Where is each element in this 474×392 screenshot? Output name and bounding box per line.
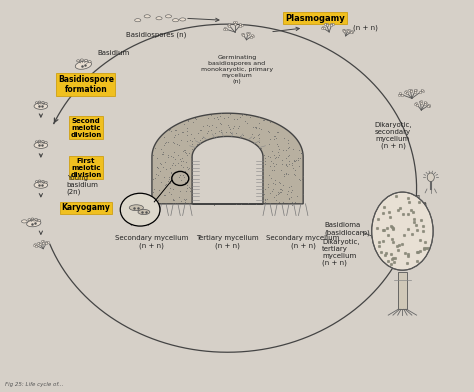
Ellipse shape <box>38 220 40 221</box>
Ellipse shape <box>77 60 80 62</box>
Ellipse shape <box>28 219 31 221</box>
Text: Dikaryotic,
tertiary
mycelium
(n + n): Dikaryotic, tertiary mycelium (n + n) <box>322 239 360 267</box>
Ellipse shape <box>173 19 179 22</box>
Text: Secondary mycelium
(n + n): Secondary mycelium (n + n) <box>115 235 189 249</box>
Ellipse shape <box>45 181 47 183</box>
Ellipse shape <box>138 209 150 214</box>
Ellipse shape <box>75 61 91 69</box>
Ellipse shape <box>129 205 144 211</box>
Text: Basidium: Basidium <box>98 50 130 56</box>
Ellipse shape <box>42 140 44 142</box>
Text: Plasmogamy: Plasmogamy <box>285 14 345 23</box>
Ellipse shape <box>35 218 37 220</box>
Ellipse shape <box>42 102 44 103</box>
Ellipse shape <box>21 220 27 223</box>
Ellipse shape <box>36 102 38 103</box>
Ellipse shape <box>88 61 91 63</box>
Ellipse shape <box>84 59 88 62</box>
Ellipse shape <box>31 218 34 220</box>
Text: Young
basidium
(2n): Young basidium (2n) <box>67 175 99 195</box>
Ellipse shape <box>34 142 48 149</box>
Ellipse shape <box>38 140 41 142</box>
Ellipse shape <box>165 15 172 18</box>
Text: Basidioma
(basidiocarp): Basidioma (basidiocarp) <box>324 222 370 236</box>
Text: Basidiospore
formation: Basidiospore formation <box>58 75 114 94</box>
Text: Young
basidioma: Young basidioma <box>392 194 428 207</box>
Ellipse shape <box>156 17 162 20</box>
Ellipse shape <box>144 15 150 18</box>
Ellipse shape <box>36 181 38 182</box>
Ellipse shape <box>27 220 41 227</box>
Text: Karyogamy: Karyogamy <box>61 203 110 212</box>
Ellipse shape <box>34 103 48 109</box>
Ellipse shape <box>427 173 434 181</box>
Text: Germinating
basidiospores and
monokaryotic, primary
mycelium
(n): Germinating basidiospores and monokaryot… <box>201 55 273 83</box>
Ellipse shape <box>45 142 47 143</box>
Ellipse shape <box>135 19 141 22</box>
Ellipse shape <box>180 18 186 21</box>
Text: Dikaryotic,
secondary
mycelium
(n + n): Dikaryotic, secondary mycelium (n + n) <box>374 122 412 149</box>
FancyBboxPatch shape <box>398 272 407 309</box>
Ellipse shape <box>80 59 83 61</box>
Text: First
meiotic
division: First meiotic division <box>70 158 101 178</box>
PathPatch shape <box>152 113 303 204</box>
Text: Second
meiotic
division: Second meiotic division <box>70 118 101 138</box>
Ellipse shape <box>42 180 44 182</box>
Text: Basidiospores (n): Basidiospores (n) <box>127 32 187 38</box>
Ellipse shape <box>38 180 41 182</box>
Text: (n + n): (n + n) <box>353 25 378 31</box>
Ellipse shape <box>36 141 38 143</box>
Circle shape <box>120 193 160 226</box>
Text: Fig 25: Life cycle of...: Fig 25: Life cycle of... <box>5 382 64 387</box>
Text: Tertiary mycelium
(n + n): Tertiary mycelium (n + n) <box>196 235 259 249</box>
Text: Secondary mycelium
(n + n): Secondary mycelium (n + n) <box>266 235 340 249</box>
Ellipse shape <box>38 101 41 103</box>
Ellipse shape <box>45 102 47 104</box>
Ellipse shape <box>34 182 48 188</box>
Text: (n + n): (n + n) <box>130 221 150 226</box>
Ellipse shape <box>372 192 433 270</box>
